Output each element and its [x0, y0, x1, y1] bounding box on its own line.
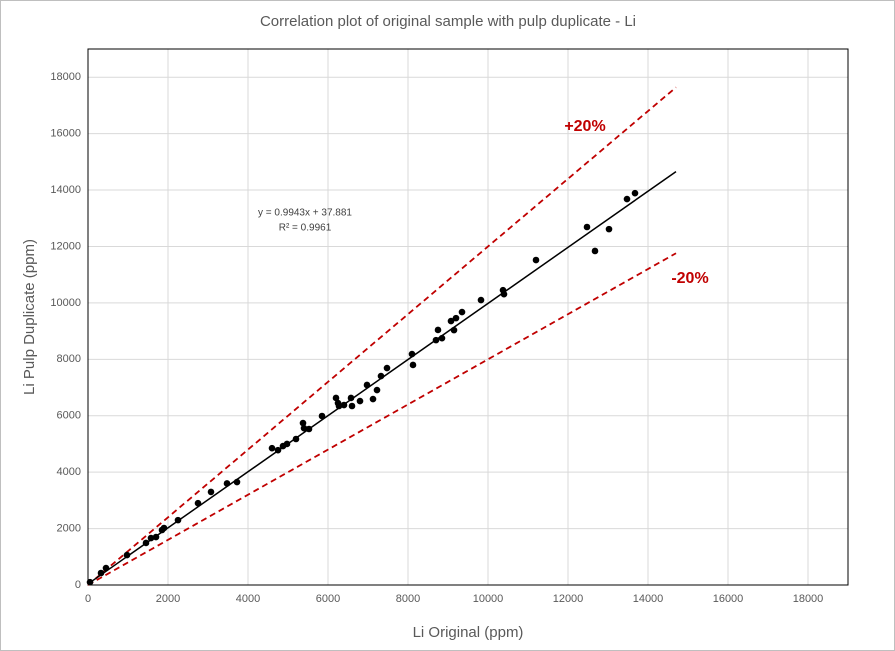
y-tick-label: 0 [75, 579, 81, 591]
x-tick-label: 16000 [713, 593, 744, 605]
y-tick-label: 18000 [50, 71, 81, 83]
point [623, 195, 631, 203]
y-tick-label: 2000 [57, 522, 81, 534]
x-tick-label: 8000 [396, 593, 420, 605]
point [373, 386, 381, 394]
point [102, 564, 110, 572]
point [631, 189, 639, 197]
x-tick-label: 2000 [156, 593, 180, 605]
point [292, 435, 300, 443]
x-tick-label: 4000 [236, 593, 260, 605]
point [223, 480, 231, 487]
point [356, 397, 364, 405]
point [174, 516, 182, 524]
x-tick-label: 10000 [473, 593, 504, 605]
point [434, 326, 442, 334]
point [194, 499, 202, 507]
point [383, 364, 391, 372]
annotation: +20% [564, 118, 605, 135]
chart-title: Correlation plot of original sample with… [260, 13, 636, 30]
point [152, 533, 160, 541]
point [363, 381, 371, 389]
point [207, 488, 215, 496]
x-tick-label: 6000 [316, 593, 340, 605]
point [591, 247, 599, 255]
point [147, 534, 155, 542]
point [233, 478, 241, 486]
x-tick-label: 18000 [793, 593, 824, 605]
point [377, 372, 385, 380]
x-axis-label: Li Original (ppm) [413, 624, 524, 641]
annotation: R² = 0.9961 [279, 223, 332, 234]
point [438, 334, 446, 342]
point [299, 419, 307, 427]
y-tick-label: 4000 [57, 466, 81, 478]
point [142, 539, 150, 547]
point [160, 524, 168, 532]
y-axis-label: Li Pulp Duplicate (ppm) [21, 239, 38, 395]
point [283, 440, 291, 448]
point [348, 402, 356, 410]
point [335, 402, 343, 410]
point [500, 290, 508, 298]
point [409, 361, 417, 369]
point [452, 314, 460, 322]
point [318, 412, 326, 420]
point [369, 395, 377, 403]
y-tick-label: 14000 [50, 184, 81, 196]
point [340, 401, 348, 409]
y-tick-label: 10000 [50, 297, 81, 309]
point [123, 551, 131, 559]
y-tick-label: 8000 [57, 353, 81, 365]
point [532, 256, 540, 264]
x-tick-label: 14000 [633, 593, 664, 605]
point [274, 446, 282, 454]
point [332, 394, 340, 402]
point [450, 326, 458, 334]
annotation: y = 0.9943x + 37.881 [258, 208, 352, 219]
point [300, 424, 308, 432]
point [408, 350, 416, 358]
point [447, 317, 455, 325]
y-tick-label: 16000 [50, 128, 81, 140]
point [268, 444, 276, 452]
plot-border [87, 48, 849, 586]
point [583, 223, 591, 231]
point [86, 578, 94, 586]
point [305, 425, 313, 433]
point [458, 308, 466, 316]
y-tick-label: 6000 [57, 410, 81, 422]
point [477, 296, 485, 304]
reference-line [87, 86, 677, 586]
point [605, 225, 613, 233]
point [97, 569, 105, 577]
reference-line [87, 252, 677, 586]
y-tick-label: 12000 [50, 240, 81, 252]
x-tick-label: 0 [85, 593, 91, 605]
point [432, 336, 440, 344]
point [347, 394, 355, 402]
annotation: -20% [671, 270, 708, 287]
x-tick-label: 12000 [553, 593, 584, 605]
